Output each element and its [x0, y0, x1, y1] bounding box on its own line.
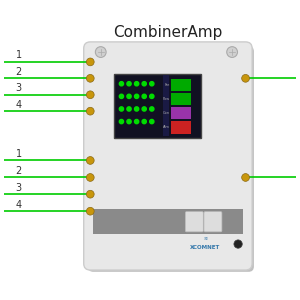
Text: Con: Con: [163, 111, 170, 115]
Circle shape: [86, 91, 94, 99]
FancyBboxPatch shape: [204, 212, 222, 232]
Text: 3: 3: [16, 183, 22, 193]
Circle shape: [134, 94, 139, 98]
Circle shape: [127, 82, 131, 86]
Circle shape: [142, 119, 146, 124]
Bar: [93, 209, 243, 234]
Circle shape: [142, 82, 146, 86]
Bar: [171, 79, 191, 91]
Circle shape: [227, 47, 238, 57]
Circle shape: [95, 47, 106, 57]
Circle shape: [242, 174, 249, 182]
Text: 3: 3: [16, 83, 22, 93]
FancyBboxPatch shape: [88, 46, 254, 272]
Circle shape: [134, 82, 139, 86]
Text: 4: 4: [16, 200, 22, 210]
Bar: [163, 76, 169, 136]
Circle shape: [150, 94, 154, 98]
Circle shape: [134, 107, 139, 111]
FancyBboxPatch shape: [84, 42, 252, 270]
Text: 2: 2: [16, 166, 22, 176]
Circle shape: [86, 74, 94, 82]
Circle shape: [86, 207, 94, 215]
Text: 4: 4: [16, 100, 22, 110]
Circle shape: [86, 174, 94, 182]
Circle shape: [86, 190, 94, 198]
Text: Pow: Pow: [163, 97, 170, 101]
Circle shape: [134, 119, 139, 124]
Circle shape: [86, 157, 94, 164]
Text: Alm: Alm: [163, 125, 170, 130]
Circle shape: [127, 94, 131, 98]
FancyBboxPatch shape: [185, 212, 203, 232]
Circle shape: [142, 107, 146, 111]
Text: XCOMNET: XCOMNET: [190, 244, 220, 250]
Circle shape: [150, 82, 154, 86]
Text: 2: 2: [16, 67, 22, 77]
Circle shape: [86, 58, 94, 66]
Circle shape: [127, 107, 131, 111]
Circle shape: [234, 240, 242, 248]
Circle shape: [119, 82, 124, 86]
Bar: [114, 74, 201, 138]
Text: 1: 1: [16, 149, 22, 159]
Text: Fre: Fre: [165, 83, 170, 87]
Text: CombinerAmp: CombinerAmp: [113, 25, 223, 40]
Circle shape: [242, 74, 249, 82]
Circle shape: [119, 119, 124, 124]
Text: ≋: ≋: [203, 235, 207, 240]
Circle shape: [119, 94, 124, 98]
Bar: [171, 107, 191, 119]
Circle shape: [119, 107, 124, 111]
Circle shape: [150, 107, 154, 111]
Circle shape: [86, 107, 94, 115]
Bar: [171, 121, 191, 134]
Circle shape: [150, 119, 154, 124]
Text: 1: 1: [16, 50, 22, 60]
Bar: [171, 93, 191, 105]
Circle shape: [142, 94, 146, 98]
Circle shape: [127, 119, 131, 124]
